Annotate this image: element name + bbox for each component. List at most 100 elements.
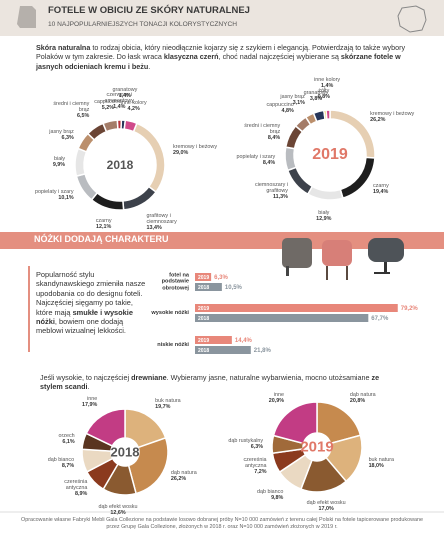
slice-label: grafitowy i ciemnoszary 13,4%	[147, 213, 193, 231]
value-label: 11,3%	[272, 193, 288, 200]
text: Jeśli wysokie, to najczęściej	[40, 373, 132, 382]
donut-segment	[316, 401, 362, 445]
value-label: 5,2%	[101, 105, 115, 112]
bar	[195, 273, 212, 281]
value-label: 1,4%	[113, 104, 126, 110]
value-label: 9,8%	[271, 495, 284, 502]
category-label: cappuccino	[94, 99, 122, 106]
leather-icon	[17, 6, 36, 28]
category-label: czarny	[95, 217, 112, 224]
slice-label: cappuccino 4,8%	[248, 102, 293, 114]
chair-images	[282, 238, 404, 280]
category-label: dąb bianco	[256, 489, 284, 496]
category-label: inne kolory	[314, 77, 341, 84]
category-label: kremowy i beżowy	[370, 111, 415, 118]
value-label: 26,2%	[170, 476, 187, 483]
center-year: 2019	[300, 438, 334, 456]
donut-segment	[286, 166, 314, 196]
category-label: biały	[54, 155, 66, 162]
bar	[195, 346, 251, 354]
slice-label: czerwony i amarantowy 1,4%	[96, 92, 142, 110]
value-label: 10,5%	[225, 285, 243, 291]
slice-label: inne kolory 1,4%	[304, 77, 350, 89]
category-label: dąb natura	[170, 470, 197, 477]
slice-label: buk natura 19,7%	[155, 398, 201, 410]
slice-label: biały 9,9%	[19, 156, 65, 168]
slice-label: dąb efekt wosku 12,6%	[95, 504, 141, 516]
slice-label: ciemnoszary i grafitowy 11,3%	[242, 182, 288, 200]
series-label: 2018	[198, 316, 209, 322]
category-label: fotel na podstawie obrotowej	[161, 272, 189, 292]
slice-label: kremowy i beżowy 26,2%	[370, 111, 416, 123]
donut-segment	[122, 185, 158, 211]
intro: Skóra naturalna to rodzaj obicia, który …	[36, 43, 411, 71]
value-label: 1,4%	[320, 83, 334, 90]
value-label: 6,1%	[62, 438, 75, 445]
slice-label: czereśnia antyczna 8,9%	[41, 479, 87, 497]
bar	[195, 314, 369, 322]
slice-label: dąb bianco 8,7%	[28, 457, 74, 469]
value-label: 6,3%	[214, 275, 228, 281]
value-label: 19,7%	[155, 403, 171, 410]
slice-label: dąb efekt wosku 17,0%	[303, 500, 349, 512]
center-year: 2019	[312, 146, 348, 163]
bar	[195, 336, 232, 344]
slice-label: jasny brąz 6,3%	[28, 129, 74, 141]
slice-label: kremowy i beżowy 29,0%	[173, 144, 219, 156]
slice-label: dąb natura 20,8%	[350, 392, 396, 404]
slice-label: czarny 19,4%	[373, 183, 419, 195]
slice-label: średni i ciemny brąz 6,5%	[43, 101, 89, 119]
text: . Wybieramy jasne, naturalne wybarwienia…	[166, 373, 372, 382]
value-label: 26,2%	[370, 117, 386, 124]
category-label: jasny brąz	[280, 94, 305, 100]
category-label: popielaty i szary	[34, 188, 74, 195]
donut-segment	[75, 172, 99, 201]
value-label: 6,3%	[250, 443, 264, 450]
category-label: czarny	[372, 183, 389, 190]
value-label: 79,2%	[401, 306, 419, 312]
value-label: 12,9%	[316, 215, 332, 222]
quote-bar	[28, 266, 30, 352]
text-bold: smukłe i wysokie nóżki	[36, 307, 133, 327]
value-label: 17,0%	[318, 506, 334, 513]
value-label: 3,8%	[309, 95, 323, 102]
slice-label: jasny brąz 3,1%	[259, 94, 305, 106]
slice-label: dąb bianco 9,8%	[237, 489, 283, 501]
text: , bowiem one dodają meblowi wizualnej le…	[36, 317, 126, 336]
value-label: 1,4%	[118, 93, 132, 100]
value-label: 0,8%	[317, 94, 330, 101]
category-label: średni i ciemny brąz	[244, 122, 281, 135]
slice-label: inne 20,9%	[238, 392, 284, 404]
map-icon	[397, 5, 427, 33]
category-label: ciemnoszary i grafitowy	[255, 181, 288, 194]
donut-segment	[284, 146, 298, 172]
intro-bold: Skóra naturalna	[36, 43, 91, 52]
series-label: 2018	[198, 285, 209, 291]
slice-label: granatowy 3,8%	[293, 90, 339, 102]
category-label: dąb efekt wosku	[306, 500, 346, 507]
value-label: 8,9%	[75, 490, 88, 497]
section3-text: Jeśli wysokie, to najczęściej drewniane.…	[40, 373, 400, 392]
category-label: jasny brąz	[49, 129, 74, 136]
slice-label: biały 12,9%	[301, 210, 347, 222]
slice-label: cappuccino 5,2%	[85, 99, 131, 111]
category-label: inne kolory	[120, 99, 147, 106]
donut-segment	[85, 408, 126, 447]
bar	[195, 304, 398, 312]
series-label: 2019	[198, 306, 209, 312]
slice-label: popielaty i szary 10,1%	[28, 189, 74, 201]
slice-label: granatowy 1,4%	[102, 87, 148, 99]
series-label: 2019	[198, 338, 209, 344]
category-label: inne	[87, 395, 98, 402]
header-band	[0, 0, 444, 36]
slice-label: popielaty i szary 8,4%	[229, 154, 276, 166]
value-label: 67,7%	[371, 316, 389, 322]
value-label: 10,1%	[58, 194, 74, 201]
category-label: wysokie nóżki	[151, 309, 189, 316]
intro-text: to rodzaj obicia, który nieodłącznie koj…	[36, 43, 406, 62]
value-label: 8,4%	[262, 159, 276, 166]
slice-label: dąb rustykalny 6,3%	[217, 438, 263, 450]
category-label: dąb rustykalny	[228, 437, 264, 444]
